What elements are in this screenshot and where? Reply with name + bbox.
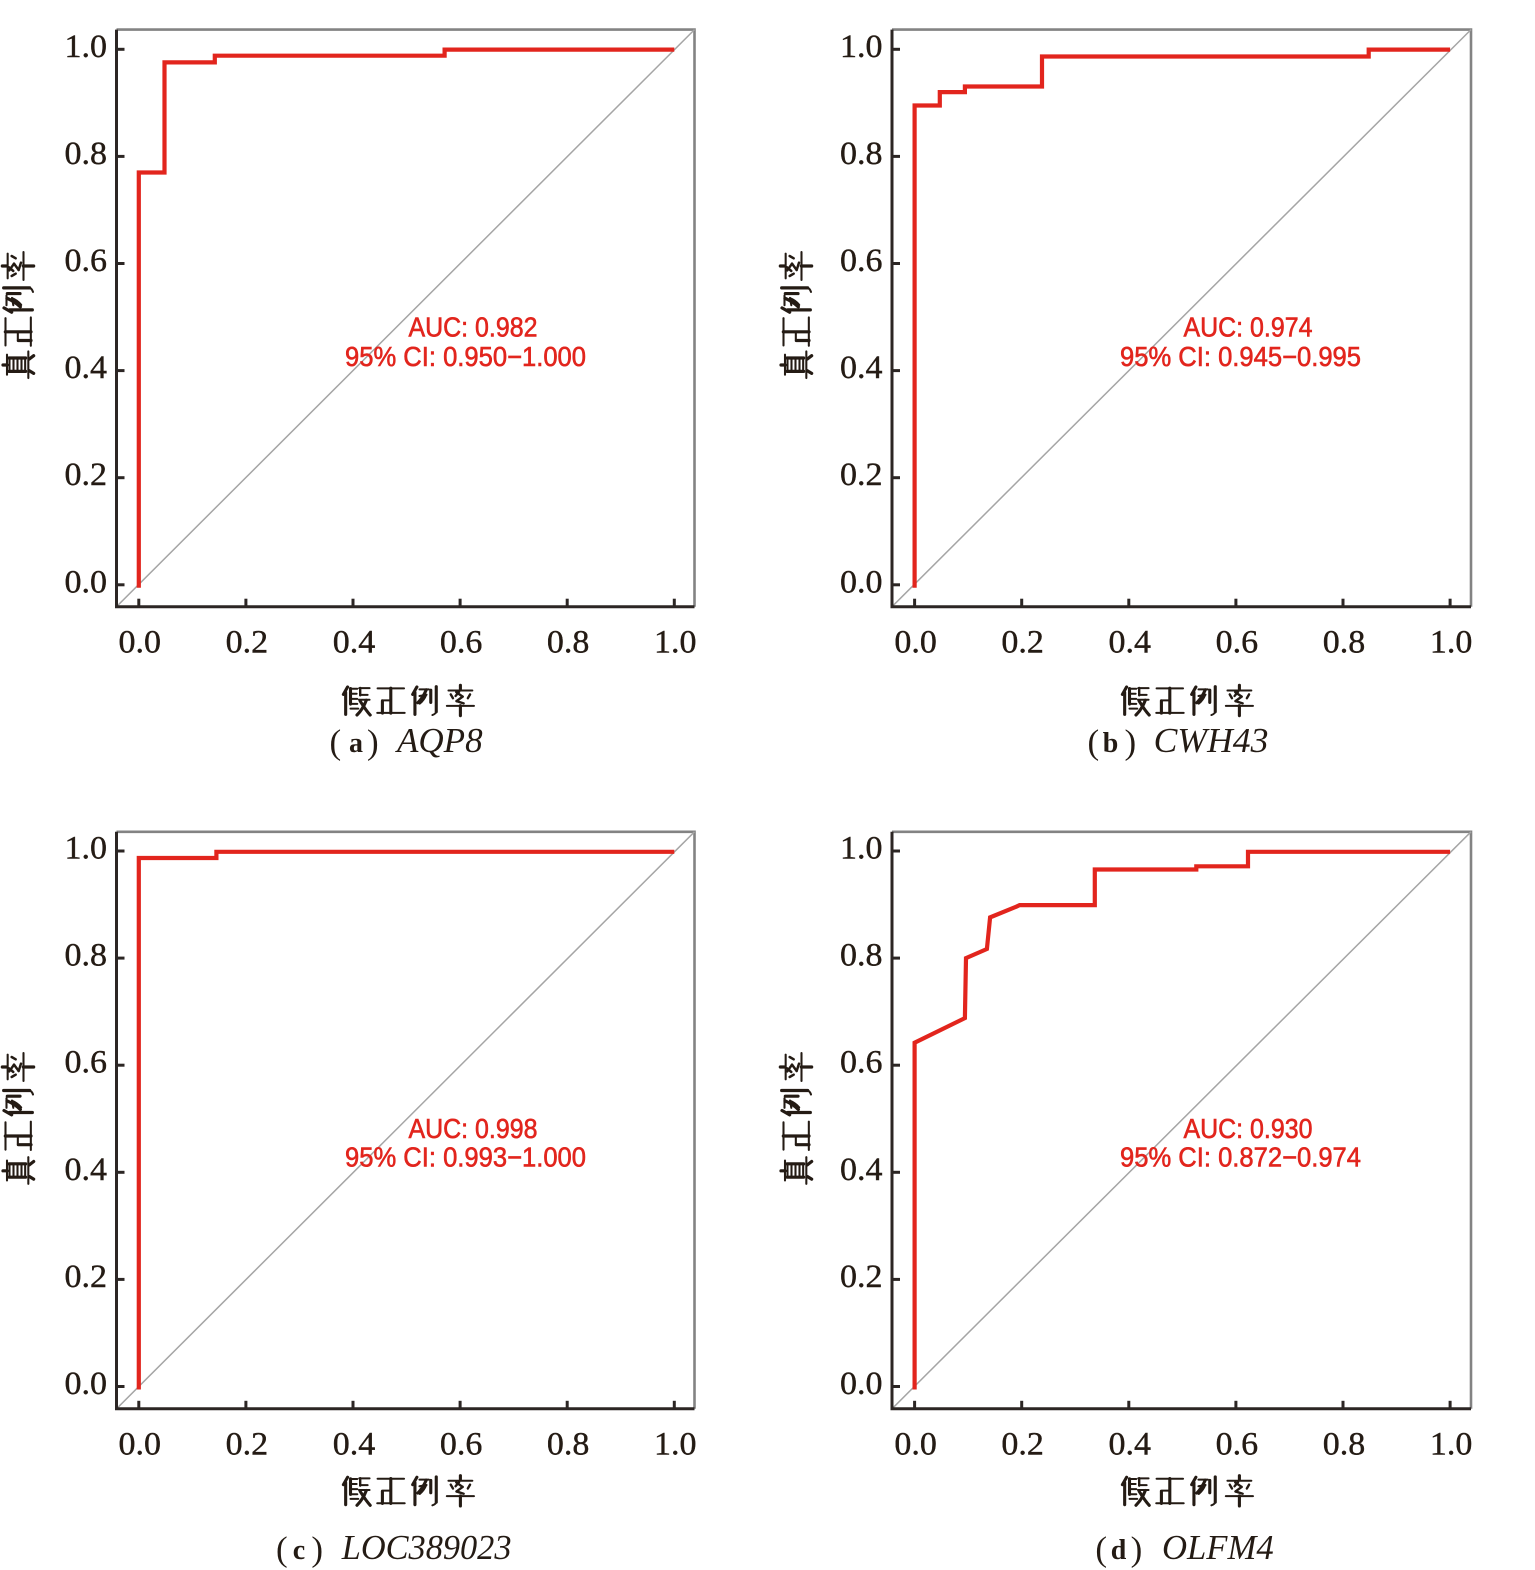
- svg-text:0.2: 0.2: [840, 1259, 883, 1295]
- svg-text:0.0: 0.0: [119, 1427, 162, 1463]
- svg-text:0.0: 0.0: [119, 625, 162, 661]
- svg-text:0.0: 0.0: [840, 564, 883, 600]
- svg-text:0.0: 0.0: [65, 564, 108, 600]
- svg-text:): ): [1131, 1530, 1143, 1569]
- svg-text:0.6: 0.6: [1216, 625, 1259, 661]
- svg-text:0.8: 0.8: [65, 938, 108, 974]
- svg-text:0.8: 0.8: [1323, 625, 1366, 661]
- svg-text:): ): [367, 723, 379, 762]
- svg-text:0.8: 0.8: [547, 625, 590, 661]
- svg-text:0.4: 0.4: [65, 1152, 108, 1188]
- svg-text:0.4: 0.4: [333, 625, 376, 661]
- svg-text:0.6: 0.6: [65, 243, 108, 279]
- svg-text:AUC: 0.998: AUC: 0.998: [409, 1113, 538, 1144]
- svg-text:0.0: 0.0: [65, 1366, 108, 1402]
- svg-text:(: (: [330, 723, 342, 762]
- svg-text:0.4: 0.4: [840, 350, 883, 386]
- svg-text:0.8: 0.8: [1323, 1427, 1366, 1463]
- svg-text:0.6: 0.6: [840, 243, 883, 279]
- svg-text:0.8: 0.8: [840, 938, 883, 974]
- svg-text:CWH43: CWH43: [1154, 721, 1269, 760]
- svg-text:0.2: 0.2: [226, 625, 269, 661]
- svg-text:95% CI: 0.872−0.974: 95% CI: 0.872−0.974: [1120, 1141, 1361, 1172]
- svg-text:AUC: 0.930: AUC: 0.930: [1184, 1113, 1313, 1144]
- svg-text:1.0: 1.0: [654, 625, 697, 661]
- svg-text:0.6: 0.6: [1216, 1427, 1259, 1463]
- svg-text:OLFM4: OLFM4: [1162, 1528, 1274, 1567]
- svg-text:1.0: 1.0: [1430, 1427, 1473, 1463]
- svg-text:AQP8: AQP8: [395, 721, 483, 760]
- svg-text:95% CI: 0.993−1.000: 95% CI: 0.993−1.000: [345, 1141, 586, 1172]
- svg-text:0.4: 0.4: [333, 1427, 376, 1463]
- svg-text:d: d: [1111, 1535, 1127, 1566]
- svg-text:1.0: 1.0: [65, 29, 108, 65]
- svg-text:1.0: 1.0: [654, 1427, 697, 1463]
- svg-text:0.2: 0.2: [1001, 1427, 1044, 1463]
- svg-text:0.4: 0.4: [1109, 625, 1152, 661]
- svg-text:95% CI: 0.950−1.000: 95% CI: 0.950−1.000: [345, 341, 586, 372]
- svg-text:0.0: 0.0: [894, 1427, 937, 1463]
- svg-text:LOC389023: LOC389023: [341, 1528, 512, 1567]
- svg-text:0.0: 0.0: [840, 1366, 883, 1402]
- svg-text:0.8: 0.8: [65, 136, 108, 172]
- svg-text:0.0: 0.0: [894, 625, 937, 661]
- svg-text:0.2: 0.2: [226, 1427, 269, 1463]
- svg-text:(: (: [276, 1530, 288, 1569]
- svg-text:0.8: 0.8: [547, 1427, 590, 1463]
- svg-text:0.8: 0.8: [840, 136, 883, 172]
- svg-text:1.0: 1.0: [840, 29, 883, 65]
- svg-text:0.2: 0.2: [65, 1259, 108, 1295]
- svg-text:0.4: 0.4: [1109, 1427, 1152, 1463]
- svg-text:0.2: 0.2: [840, 457, 883, 493]
- svg-text:0.6: 0.6: [440, 625, 483, 661]
- svg-text:AUC: 0.974: AUC: 0.974: [1184, 312, 1313, 343]
- svg-text:a: a: [349, 728, 363, 759]
- svg-text:): ): [311, 1530, 323, 1569]
- svg-text:(: (: [1088, 723, 1100, 762]
- svg-text:0.2: 0.2: [1001, 625, 1044, 661]
- svg-text:0.6: 0.6: [840, 1045, 883, 1081]
- svg-text:AUC: 0.982: AUC: 0.982: [409, 312, 538, 343]
- svg-text:0.6: 0.6: [65, 1045, 108, 1081]
- svg-text:0.2: 0.2: [65, 457, 108, 493]
- svg-text:c: c: [293, 1535, 305, 1566]
- svg-text:1.0: 1.0: [840, 831, 883, 867]
- svg-text:0.6: 0.6: [440, 1427, 483, 1463]
- svg-text:1.0: 1.0: [65, 831, 108, 867]
- svg-text:b: b: [1103, 728, 1119, 759]
- svg-text:95% CI: 0.945−0.995: 95% CI: 0.945−0.995: [1120, 341, 1361, 372]
- svg-text:0.4: 0.4: [840, 1152, 883, 1188]
- svg-text:0.4: 0.4: [65, 350, 108, 386]
- svg-text:): ): [1125, 723, 1137, 762]
- svg-text:(: (: [1095, 1530, 1107, 1569]
- svg-text:1.0: 1.0: [1430, 625, 1473, 661]
